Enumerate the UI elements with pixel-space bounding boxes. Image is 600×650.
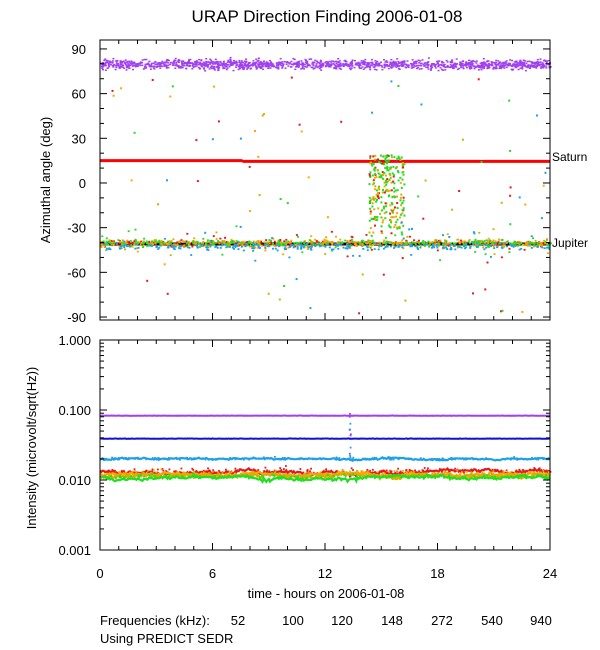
legend-272: 272 [431, 613, 453, 628]
legend-540: 540 [481, 613, 503, 628]
legend-120: 120 [331, 613, 353, 628]
legend-148: 148 [381, 613, 403, 628]
legend-940: 940 [530, 613, 552, 628]
series-940-points [100, 56, 552, 72]
azimuth-ytick-label: -90 [67, 310, 86, 325]
intensity-series-540 [100, 437, 551, 440]
event-points [368, 154, 406, 237]
intensity-series-940 [99, 414, 551, 417]
intensity-spike-points [348, 412, 352, 457]
frequencies-label: Frequencies (kHz): [100, 613, 210, 628]
intensity-ytick-label: 0.010 [58, 473, 91, 488]
jupiter-label: Jupiter [552, 236, 588, 250]
intensity-ytick-label: 0.001 [58, 543, 91, 558]
intensity-ytick-label: 0.100 [58, 403, 91, 418]
frequency-legend: Frequencies (kHz): 52 100 120 148 272 54… [100, 613, 552, 646]
intensity-plot-area [99, 412, 552, 485]
intensity-panel: 1.000 0.100 0.010 0.001 0 6 12 18 24 Intensity (… [24, 333, 557, 601]
azimuth-plot-area [100, 56, 552, 315]
time-xtick-label: 24 [543, 566, 557, 581]
legend-52: 52 [231, 613, 245, 628]
chart-title: URAP Direction Finding 2006-01-08 [192, 7, 463, 26]
azimuth-ticks: 90 60 30 0 -30 -60 -90 [67, 40, 551, 325]
intensity-axis-label: Intensity (microvolt/sqrt(Hz)) [24, 367, 39, 530]
intensity-ticks: 1.000 0.100 0.010 0.001 0 6 12 18 24 [58, 333, 557, 581]
time-xtick-label: 0 [96, 566, 103, 581]
azimuth-ytick-label: 60 [72, 87, 86, 102]
low-frequency-points [100, 225, 552, 262]
azimuth-ytick-label: -60 [67, 265, 86, 280]
azimuth-ytick-label: 30 [72, 131, 86, 146]
intensity-series-148 [100, 472, 551, 485]
intensity-frame [99, 339, 551, 551]
outlier-points [111, 76, 547, 315]
time-axis-label: time - hours on 2006-01-08 [248, 586, 405, 601]
azimuth-panel: 90 60 30 0 -30 -60 -90 Azimuthal angle (deg) S… [38, 39, 588, 325]
azimuth-ytick-label: -30 [67, 221, 86, 236]
intensity-series-272 [99, 455, 551, 463]
saturn-label: Saturn [552, 150, 587, 164]
source-note: Using PREDICT SEDR [100, 631, 233, 646]
azimuth-ytick-label: 90 [72, 42, 86, 57]
intensity-ytick-label: 1.000 [58, 333, 91, 348]
time-xtick-label: 18 [430, 566, 444, 581]
azimuth-ytick-label: 0 [79, 176, 86, 191]
legend-100: 100 [282, 613, 304, 628]
time-xtick-label: 12 [318, 566, 332, 581]
azimuth-axis-label: Azimuthal angle (deg) [38, 117, 53, 243]
time-xtick-label: 6 [209, 566, 216, 581]
